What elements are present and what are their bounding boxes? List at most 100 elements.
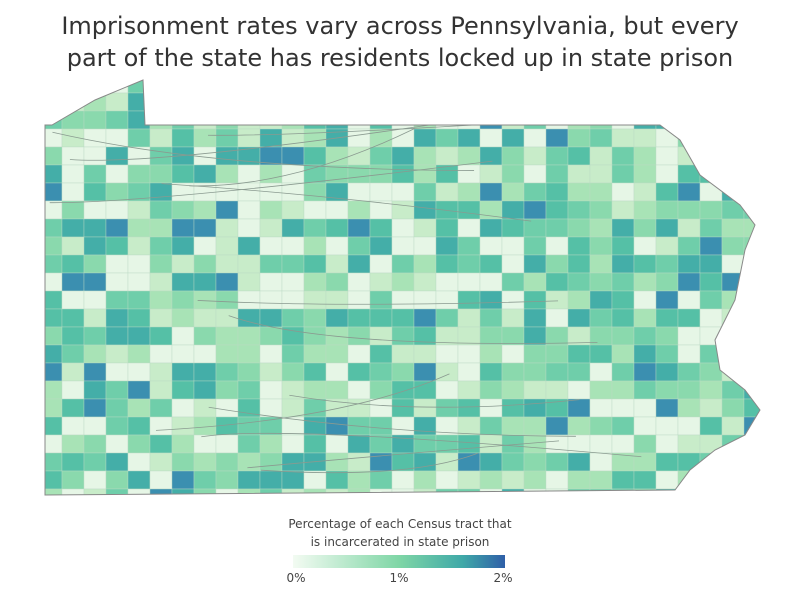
tract (347, 326, 371, 346)
tract (347, 452, 371, 472)
tract (61, 272, 85, 292)
tract (633, 488, 657, 495)
tract (303, 362, 327, 382)
tract (149, 398, 173, 418)
tract (281, 254, 305, 274)
tract (501, 218, 525, 238)
tract (237, 380, 261, 400)
tract (83, 218, 107, 238)
tract (413, 416, 437, 436)
tract (325, 452, 349, 472)
tract (523, 434, 547, 454)
tract (633, 416, 657, 436)
tract (193, 80, 217, 94)
tract (743, 380, 760, 400)
tract (479, 236, 503, 256)
tract (457, 254, 481, 274)
tract (677, 416, 701, 436)
tract (149, 272, 173, 292)
tract (699, 146, 723, 166)
tract (589, 164, 613, 184)
tract (171, 326, 195, 346)
tract (699, 80, 723, 94)
tract (545, 92, 569, 112)
tract (369, 92, 393, 112)
tract (83, 416, 107, 436)
tract (677, 308, 701, 328)
tract (149, 380, 173, 400)
tract (413, 308, 437, 328)
tract (743, 272, 760, 292)
tract (193, 128, 217, 148)
tract (325, 254, 349, 274)
tract (259, 80, 283, 94)
tract (413, 272, 437, 292)
tract (61, 470, 85, 490)
tract (655, 80, 679, 94)
tract (149, 344, 173, 364)
tract (259, 434, 283, 454)
tract (303, 326, 327, 346)
tract (633, 218, 657, 238)
tract (589, 272, 613, 292)
state-outline (44, 79, 761, 496)
tract (281, 362, 305, 382)
tract (45, 362, 63, 382)
tract (633, 254, 657, 274)
tract (589, 344, 613, 364)
tract (61, 416, 85, 436)
tract (589, 470, 613, 490)
tract (567, 110, 591, 130)
tract (655, 398, 679, 418)
tract (413, 80, 437, 94)
tract (589, 218, 613, 238)
tract (105, 416, 129, 436)
tract (149, 488, 173, 495)
tract (545, 380, 569, 400)
tract (479, 416, 503, 436)
tract (347, 200, 371, 220)
tract (45, 182, 63, 202)
tract (545, 128, 569, 148)
tract (391, 290, 415, 310)
tract (633, 470, 657, 490)
tract (303, 488, 327, 495)
tract (193, 434, 217, 454)
tract (721, 380, 745, 400)
county-border (197, 300, 559, 305)
tract (281, 344, 305, 364)
tract (633, 344, 657, 364)
tract (281, 200, 305, 220)
tract (545, 200, 569, 220)
tract (325, 80, 349, 94)
county-border (189, 128, 415, 187)
tract (721, 452, 745, 472)
tract (45, 344, 63, 364)
tract (545, 308, 569, 328)
tract (567, 290, 591, 310)
tract (347, 218, 371, 238)
tract (303, 254, 327, 274)
tract (193, 488, 217, 495)
tract (61, 254, 85, 274)
tract (677, 434, 701, 454)
tract (325, 290, 349, 310)
tract (347, 290, 371, 310)
tract (369, 470, 393, 490)
tract (45, 218, 63, 238)
tract (325, 110, 349, 130)
tract (611, 362, 635, 382)
tract (766, 327, 788, 345)
tract (61, 110, 85, 130)
tract (61, 326, 85, 346)
tract (325, 146, 349, 166)
tract (391, 416, 415, 436)
tract (193, 470, 217, 490)
tract (501, 164, 525, 184)
tract (766, 399, 788, 417)
tract (633, 272, 657, 292)
tract (435, 200, 459, 220)
tract (149, 236, 173, 256)
tract (347, 92, 371, 112)
tract (457, 326, 481, 346)
